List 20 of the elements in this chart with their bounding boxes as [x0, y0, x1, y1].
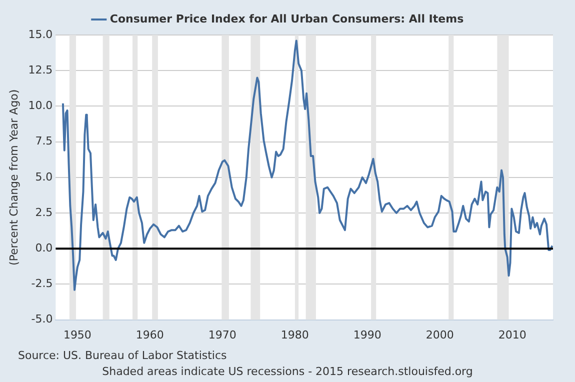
y-tick-label: 0.0 — [35, 241, 53, 254]
x-tick-label: 1950 — [63, 328, 92, 342]
y-tick-label: -5.0 — [31, 312, 53, 326]
source-note: Source: US. Bureau of Labor Statistics — [18, 349, 227, 362]
legend-label: Consumer Price Index for All Urban Consumers: All Items — [110, 12, 464, 26]
y-tick-label: 7.5 — [35, 134, 53, 148]
y-tick-label: 5.0 — [35, 170, 53, 184]
y-tick-label: 15.0 — [28, 28, 53, 41]
x-tick-label: 1980 — [280, 328, 309, 342]
y-axis-title: (Percent Change from Year Ago) — [7, 89, 20, 266]
x-tick-label: 1990 — [353, 328, 382, 342]
text: Shaded areas indicate US recessions - 2015 research.stlouisfed.org — [101, 365, 474, 378]
x-tick-label: 2010 — [498, 328, 526, 342]
x-tick-label: 1970 — [208, 328, 236, 342]
y-tick-label: 10.0 — [28, 99, 53, 112]
x-tick-label: 2000 — [426, 328, 454, 342]
x-tick-label: 1960 — [136, 328, 164, 342]
y-tick-label: 2.5 — [35, 206, 53, 219]
y-tick-label: -2.5 — [31, 277, 53, 290]
y-tick-label: 12.5 — [28, 63, 53, 76]
